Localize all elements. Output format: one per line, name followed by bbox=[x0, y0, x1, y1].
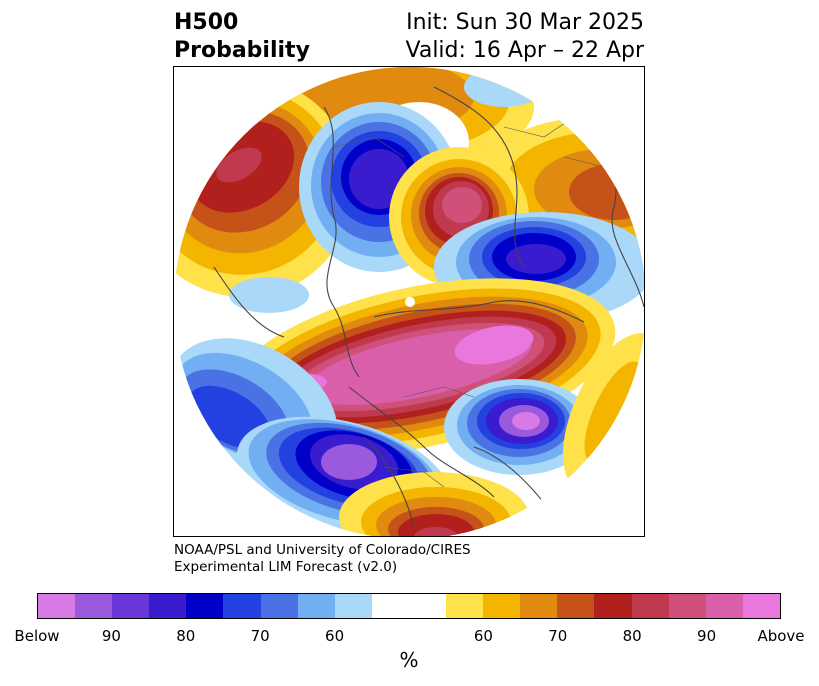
colorbar-segment bbox=[334, 594, 372, 618]
colorbar-segment bbox=[112, 594, 150, 618]
credit-line1: NOAA/PSL and University of Colorado/CIRE… bbox=[174, 542, 471, 558]
date-block: Init: Sun 30 Mar 2025 Valid: 16 Apr – 22… bbox=[406, 9, 645, 65]
anomaly-above-bottom bbox=[339, 472, 529, 536]
colorbar-tick-label: 90 bbox=[101, 627, 121, 645]
title-block: H500 Probability bbox=[174, 9, 310, 65]
pole-marker bbox=[405, 297, 415, 307]
init-date: Init: Sun 30 Mar 2025 bbox=[406, 10, 644, 35]
colorbar-tick-label: 60 bbox=[325, 627, 345, 645]
anomaly-below-left-small bbox=[229, 277, 309, 313]
colorbar-segment bbox=[371, 594, 409, 618]
colorbar-segment bbox=[668, 594, 706, 618]
colorbar-tick-label: 80 bbox=[176, 627, 196, 645]
colorbar-segment bbox=[186, 594, 224, 618]
colorbar-unit: % bbox=[399, 648, 419, 672]
title-product: Probability bbox=[174, 38, 310, 63]
colorbar-segment bbox=[223, 594, 261, 618]
colorbar-segment bbox=[594, 594, 632, 618]
anomaly-below-east bbox=[444, 379, 594, 475]
colorbar-tick-label: Above bbox=[757, 627, 805, 645]
colorbar-segment bbox=[631, 594, 669, 618]
title-variable: H500 bbox=[174, 10, 239, 35]
colorbar-tick-label: 70 bbox=[548, 627, 568, 645]
valid-range: Valid: 16 Apr – 22 Apr bbox=[405, 38, 645, 63]
colorbar-segment bbox=[483, 594, 521, 618]
map-panel bbox=[173, 66, 645, 537]
credit-block: NOAA/PSL and University of Colorado/CIRE… bbox=[174, 542, 471, 576]
colorbar-segment bbox=[705, 594, 743, 618]
colorbar-segment bbox=[520, 594, 558, 618]
colorbar-tick-label: 80 bbox=[622, 627, 642, 645]
colorbar-segment bbox=[408, 594, 447, 618]
colorbar-segment bbox=[446, 594, 484, 618]
probability-map bbox=[174, 67, 644, 536]
colorbar-segment bbox=[260, 594, 298, 618]
anomaly-below-top-right bbox=[464, 67, 544, 107]
colorbar-segment bbox=[75, 594, 113, 618]
colorbar-segment bbox=[149, 594, 187, 618]
colorbar-tick-label: Below bbox=[14, 627, 60, 645]
colorbar-segment bbox=[38, 594, 76, 618]
colorbar-segment bbox=[742, 594, 780, 618]
colorbar-tick-label: 90 bbox=[697, 627, 717, 645]
colorbar-segment bbox=[557, 594, 595, 618]
colorbar-segment bbox=[297, 594, 335, 618]
colorbar-tick-label: 70 bbox=[250, 627, 270, 645]
credit-line2: Experimental LIM Forecast (v2.0) bbox=[174, 559, 398, 575]
colorbar bbox=[37, 593, 781, 619]
colorbar-tick-label: 60 bbox=[473, 627, 493, 645]
